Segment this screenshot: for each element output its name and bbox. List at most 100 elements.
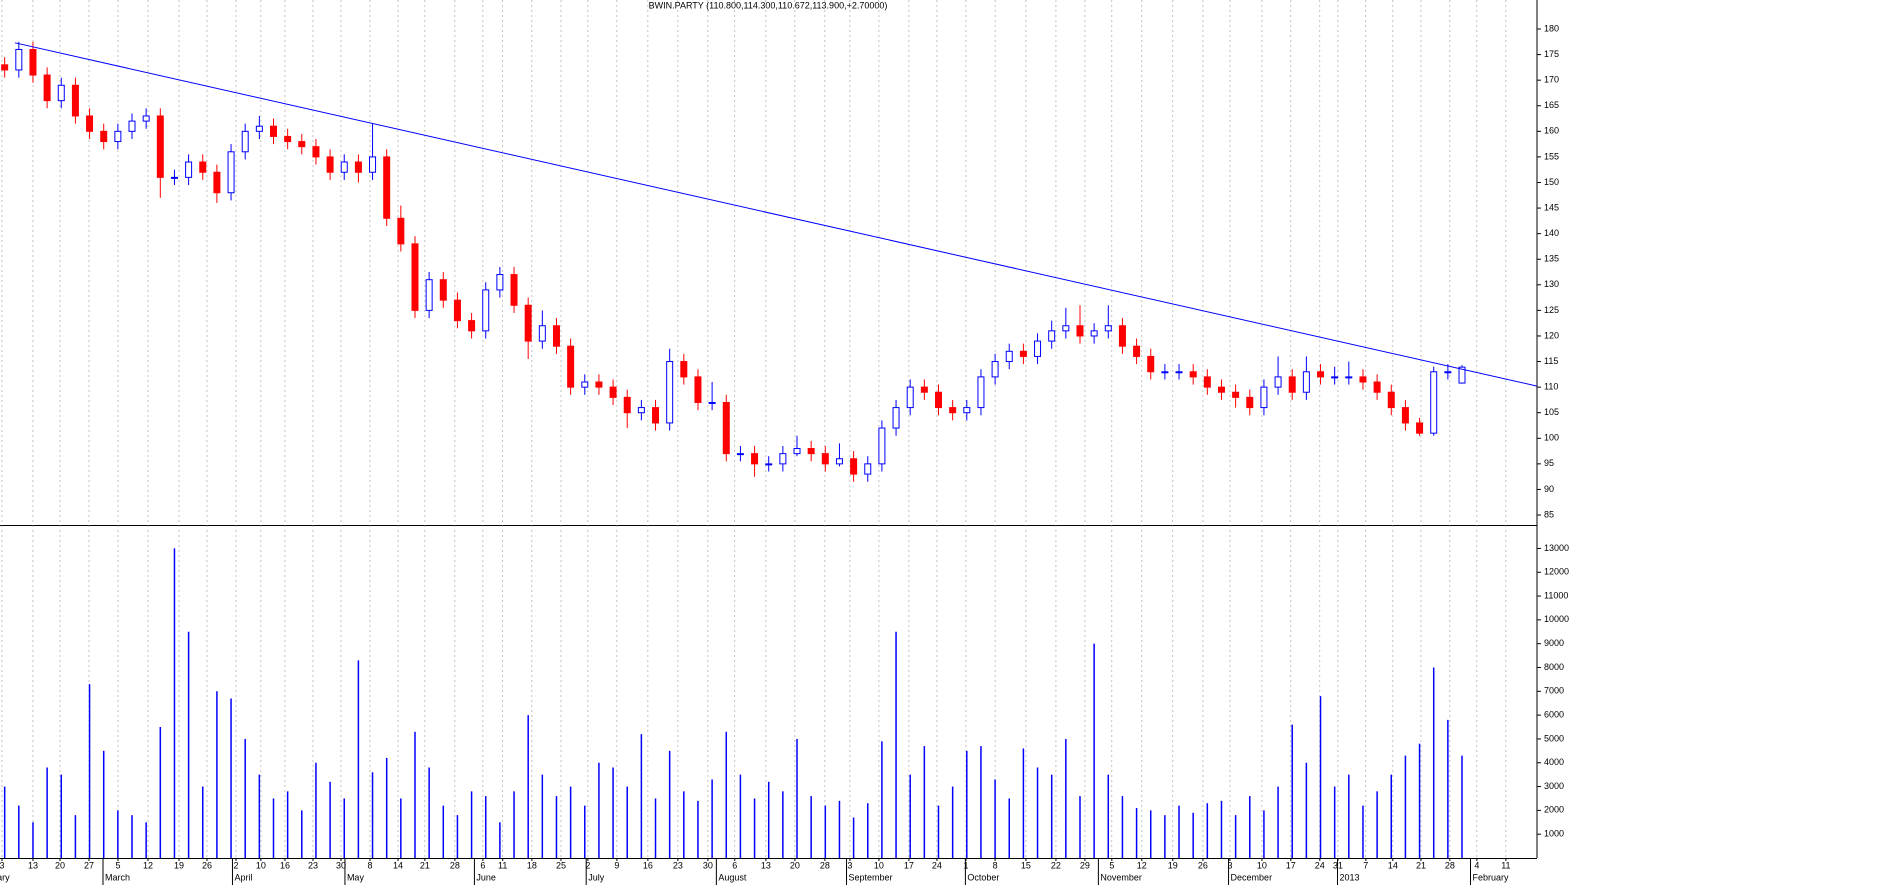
- candle-body: [100, 130, 108, 143]
- y-tick-label: 130: [1544, 279, 1559, 289]
- candle-body: [567, 345, 575, 388]
- candle-body: [57, 84, 65, 102]
- candle-body: [807, 448, 815, 455]
- x-tick-label: 26: [202, 860, 212, 870]
- candle-body: [1, 64, 9, 71]
- x-tick-label: 27: [84, 860, 94, 870]
- candle-body: [142, 115, 150, 122]
- y-tick-label: 160: [1544, 126, 1559, 136]
- x-tick-label: 5: [1109, 860, 1114, 870]
- x-tick-label: 21: [420, 860, 430, 870]
- candle-body: [482, 289, 490, 332]
- month-label: April: [234, 872, 252, 882]
- x-tick-label: 10: [256, 860, 266, 870]
- x-tick-label: 20: [55, 860, 65, 870]
- candle-body: [86, 115, 94, 132]
- y-tick-label: 165: [1544, 100, 1559, 110]
- candle-body: [666, 361, 674, 424]
- volume-tick-label: 4000: [1544, 757, 1564, 767]
- x-tick-label: 13: [28, 860, 38, 870]
- candle-body: [751, 453, 759, 465]
- volume-tick-label: 8000: [1544, 662, 1564, 672]
- x-tick-label: 16: [280, 860, 290, 870]
- candle-body: [114, 130, 122, 143]
- candle-body: [949, 407, 957, 414]
- candle-body: [1401, 407, 1409, 424]
- x-tick-label: 6: [480, 860, 485, 870]
- candle-body: [524, 304, 532, 342]
- candle-body: [1416, 422, 1424, 434]
- candle-body: [765, 463, 773, 466]
- candle-body: [1246, 396, 1254, 409]
- x-tick-label: 23: [673, 860, 683, 870]
- candle-body: [397, 217, 405, 245]
- candle-body: [1317, 371, 1325, 378]
- candle-body: [991, 361, 999, 378]
- candle-body: [1345, 376, 1353, 379]
- candle-body: [1005, 350, 1013, 363]
- candle-body: [694, 376, 702, 403]
- candle-body: [1458, 366, 1466, 384]
- volume-tick-label: 13000: [1544, 543, 1569, 553]
- volume-tick-label: 3000: [1544, 781, 1564, 791]
- candle-body: [1104, 325, 1112, 332]
- candle-body: [977, 376, 985, 409]
- y-tick-label: 145: [1544, 202, 1559, 212]
- x-tick-label: 24: [932, 860, 942, 870]
- trendline: [14, 42, 1538, 387]
- candle-body: [1387, 391, 1395, 409]
- y-tick-label: 175: [1544, 49, 1559, 59]
- candle-body: [878, 427, 886, 465]
- x-tick-label: 2: [233, 860, 238, 870]
- candle-body: [722, 401, 730, 455]
- candle-body: [652, 407, 660, 424]
- y-tick-label: 100: [1544, 433, 1559, 443]
- volume-tick-label: 7000: [1544, 686, 1564, 696]
- candle-body: [1048, 330, 1056, 342]
- x-tick-label: 13: [761, 860, 771, 870]
- x-tick-label: 9: [614, 860, 619, 870]
- candle-body: [736, 453, 744, 456]
- candle-body: [1373, 381, 1381, 393]
- candle-body: [15, 48, 23, 71]
- x-tick-label: 19: [1168, 860, 1178, 870]
- candle-body: [609, 386, 617, 398]
- candle-body: [298, 141, 306, 148]
- candle-body: [821, 453, 829, 465]
- x-tick-label: 24: [1315, 860, 1325, 870]
- candle-body: [340, 161, 348, 173]
- x-tick-label: 26: [1198, 860, 1208, 870]
- candle-body: [312, 146, 320, 158]
- candle-body: [595, 381, 603, 388]
- month-label: ary: [0, 872, 10, 882]
- x-tick-label: 6: [732, 860, 737, 870]
- y-tick-label: 90: [1544, 484, 1554, 494]
- candle-body: [538, 325, 546, 342]
- candle-body: [850, 458, 858, 475]
- month-label: August: [718, 872, 747, 882]
- candle-body: [1274, 376, 1282, 388]
- volume-tick-label: 2000: [1544, 805, 1564, 815]
- candle-body: [496, 274, 504, 291]
- month-label: 2013: [1339, 872, 1359, 882]
- x-tick-label: 20: [790, 860, 800, 870]
- candle-body: [1090, 330, 1098, 337]
- x-tick-label: 30: [703, 860, 713, 870]
- candle-body: [1260, 386, 1268, 409]
- y-tick-label: 155: [1544, 151, 1559, 161]
- chart-title: BWIN.PARTY (110.800,114.300,110.672,113.…: [649, 0, 888, 10]
- x-tick-label: 14: [1388, 860, 1398, 870]
- candle-body: [1302, 371, 1310, 393]
- volume-tick-label: 6000: [1544, 709, 1564, 719]
- candle-body: [1430, 371, 1438, 434]
- candle-body: [43, 74, 51, 102]
- y-tick-label: 120: [1544, 330, 1559, 340]
- x-tick-label: 19: [174, 860, 184, 870]
- x-tick-label: 16: [643, 860, 653, 870]
- x-tick-label: 10: [1257, 860, 1267, 870]
- candle-body: [71, 84, 79, 117]
- candle-body: [934, 391, 942, 409]
- candle-body: [241, 130, 249, 153]
- x-tick-label: 17: [1286, 860, 1296, 870]
- candle-body: [510, 274, 518, 306]
